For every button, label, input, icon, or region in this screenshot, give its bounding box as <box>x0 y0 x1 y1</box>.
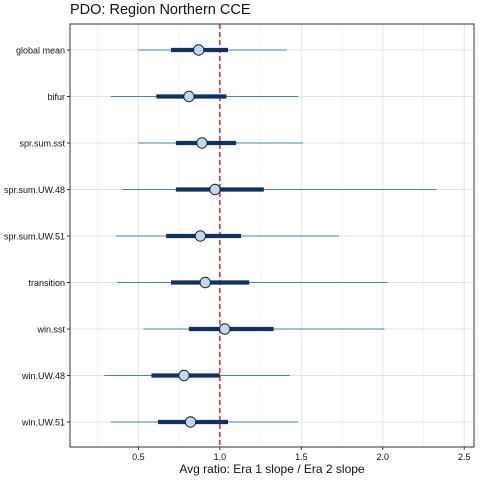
interval-row <box>138 44 287 56</box>
x-axis: 0.5 1.0 1.5 2.0 2.5 <box>132 447 470 462</box>
median-point <box>194 230 207 242</box>
median-point <box>196 137 208 149</box>
y-tick-label: bifur <box>47 92 65 102</box>
chart-title: PDO: Region Northern CCE <box>70 2 251 18</box>
interval-row <box>138 137 303 149</box>
y-tick-label: spr.sum.UW.51 <box>4 232 65 242</box>
median-point <box>192 44 205 56</box>
interval-row <box>117 276 388 289</box>
y-tick-label: win.UW.48 <box>21 371 65 381</box>
x-tick-label: 2.0 <box>377 452 390 462</box>
median-point <box>199 276 211 289</box>
y-axis: global mean bifur spr.sum.sst spr.sum.UW.48… <box>4 46 70 428</box>
interval-row <box>143 323 385 335</box>
y-tick-label: global mean <box>16 46 65 56</box>
median-point <box>184 416 197 428</box>
y-tick-label: spr.sum.sst <box>19 139 65 149</box>
interval-row <box>104 369 290 382</box>
median-point <box>178 369 190 382</box>
interval-layer <box>104 44 437 428</box>
interval-row <box>110 90 299 103</box>
interval-row <box>115 230 339 242</box>
median-point <box>209 183 221 196</box>
median-point <box>183 90 195 103</box>
x-tick-label: 2.5 <box>458 452 471 462</box>
x-tick-label: 1.5 <box>295 452 308 462</box>
x-axis-title: Avg ratio: Era 1 slope / Era 2 slope <box>179 462 365 476</box>
interval-row <box>122 183 437 196</box>
median-point <box>219 323 231 335</box>
x-tick-label: 0.5 <box>132 452 145 462</box>
y-tick-label: win.sst <box>36 325 65 335</box>
y-tick-label: spr.sum.UW.48 <box>4 185 65 195</box>
interval-row <box>110 416 299 428</box>
y-tick-label: win.UW.51 <box>21 418 65 428</box>
x-tick-label: 1.0 <box>214 452 227 462</box>
y-tick-label: transition <box>28 278 65 288</box>
